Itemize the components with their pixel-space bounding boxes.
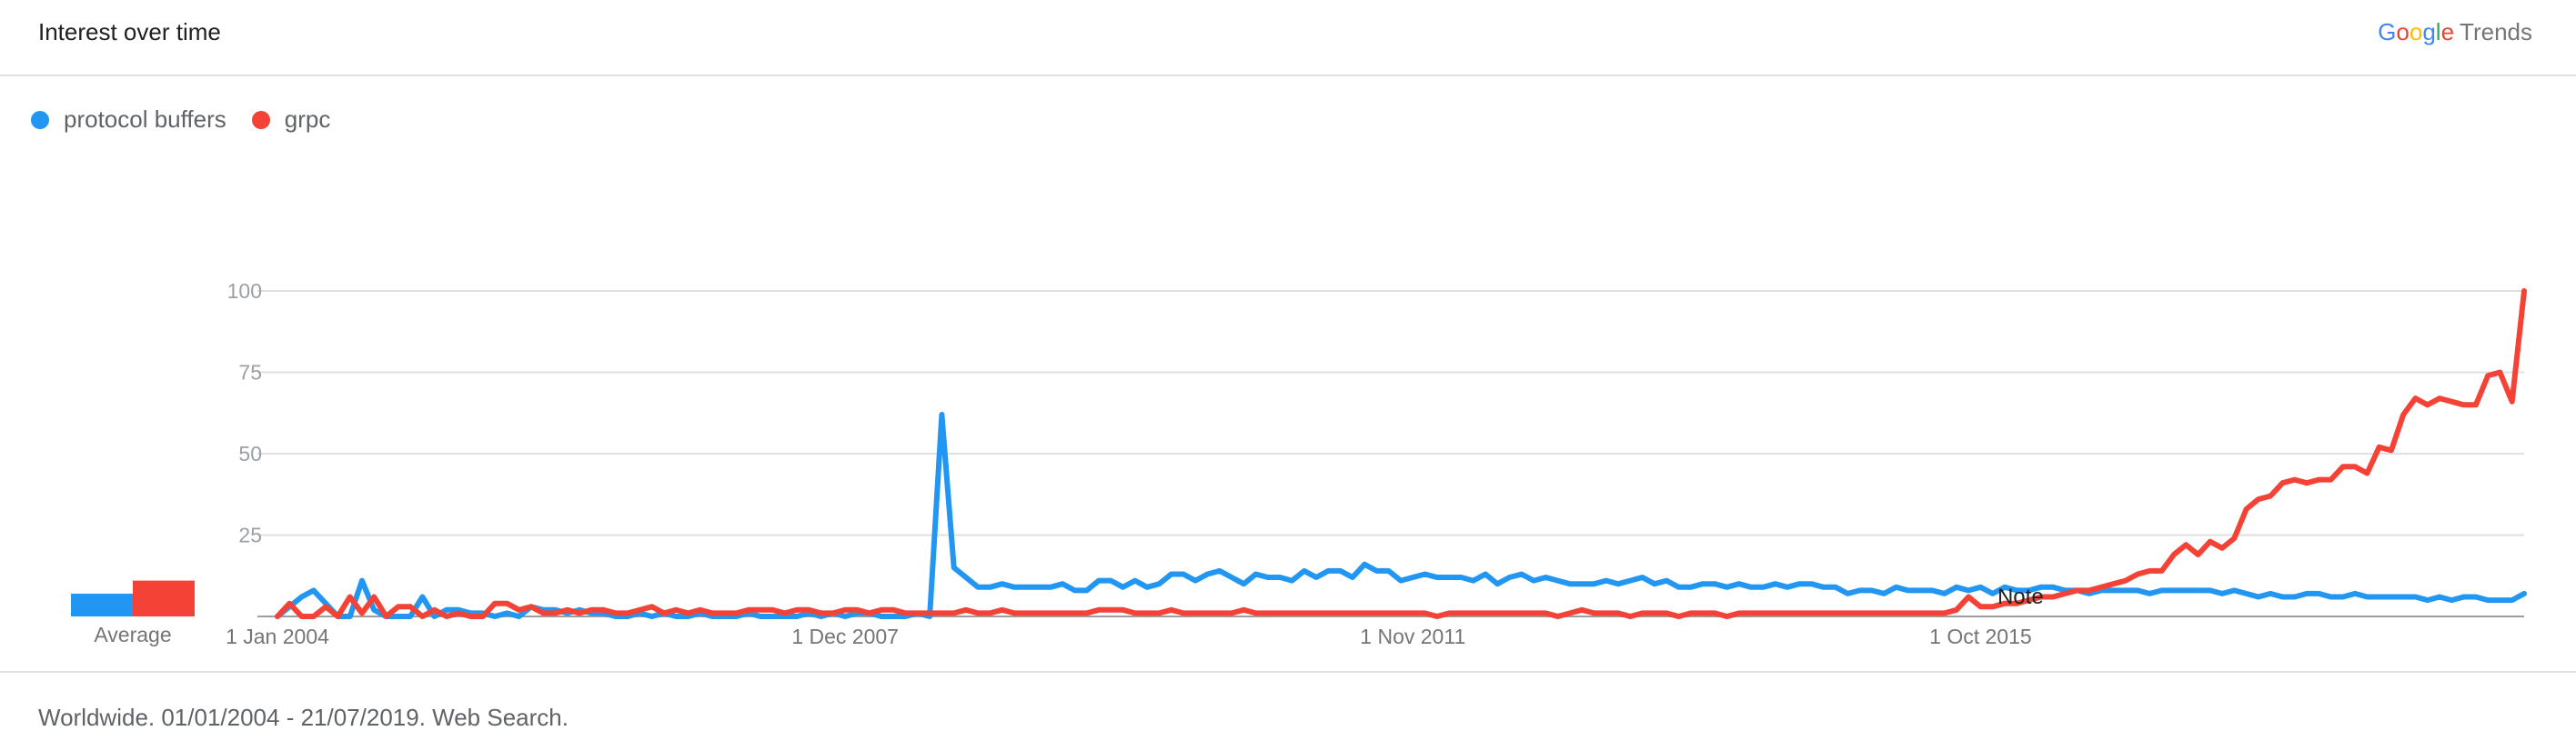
card-title: Interest over time — [38, 18, 221, 45]
note-annotation: Note — [1997, 585, 2044, 609]
logo-letter: g — [2422, 18, 2436, 45]
y-tick-label: 25 — [238, 524, 262, 547]
average-bar — [71, 593, 133, 616]
google-trends-logo: Google Trends — [2378, 18, 2532, 46]
logo-letter: l — [2435, 18, 2441, 45]
logo-trends-word: Trends — [2460, 18, 2532, 45]
x-tick-label: 1 Dec 2007 — [791, 625, 899, 648]
legend-label: protocol buffers — [64, 105, 226, 133]
y-tick-label: 50 — [238, 442, 262, 466]
legend-item-protocol-buffers[interactable]: protocol buffers — [31, 105, 226, 134]
average-bar — [133, 580, 195, 616]
series-dot-icon — [31, 110, 49, 129]
x-tick-label: 1 Nov 2011 — [1360, 625, 1465, 648]
average-label: Average — [94, 623, 171, 646]
logo-letter: o — [2409, 18, 2423, 45]
logo-letter: G — [2378, 18, 2397, 45]
series-line — [275, 288, 2527, 619]
series-dot-icon — [251, 110, 270, 129]
logo-letter: o — [2396, 18, 2410, 45]
logo-letter: e — [2440, 18, 2455, 45]
card-footer: Worldwide. 01/01/2004 - 21/07/2019. Web … — [0, 671, 2576, 751]
legend-label: grpc — [284, 105, 331, 133]
series-line — [275, 412, 2527, 619]
y-tick-label: 75 — [238, 361, 262, 385]
x-tick-label: 1 Oct 2015 — [1929, 625, 2032, 648]
interest-over-time-chart: 25 50 75 100 1 Jan 2004 1 Dec 2007 1 Nov 2011 1… — [71, 279, 2527, 648]
chart-legend: protocol buffers grpc — [31, 105, 356, 134]
card-header: Interest over time Google Trends — [0, 0, 2576, 76]
legend-item-grpc[interactable]: grpc — [251, 105, 331, 134]
y-tick-label: 100 — [227, 279, 262, 303]
x-tick-label: 1 Jan 2004 — [226, 625, 329, 648]
footer-description: Worldwide. 01/01/2004 - 21/07/2019. Web … — [38, 704, 569, 731]
